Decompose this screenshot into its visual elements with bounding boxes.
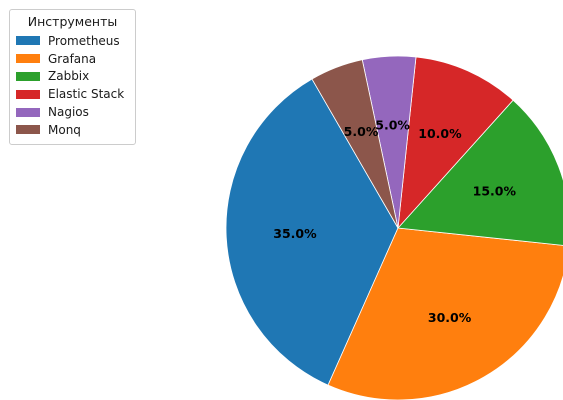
- pie-slice-monq: [311, 59, 399, 229]
- legend-swatch: [16, 107, 40, 117]
- legend-label: Nagios: [48, 105, 89, 120]
- legend-label: Monq: [48, 122, 81, 137]
- legend-item: Grafana: [16, 50, 129, 68]
- legend-label: Prometheus: [48, 33, 120, 48]
- legend-title: Инструменты: [27, 14, 118, 29]
- legend-item: Monq: [16, 121, 129, 139]
- legend-swatch: [16, 89, 40, 99]
- pie-label-elastic-stack: 10.0%: [418, 126, 462, 141]
- pie-label-nagios: 5.0%: [375, 117, 410, 132]
- pie-label-prometheus: 35.0%: [273, 226, 317, 241]
- legend-label: Elastic Stack: [48, 87, 125, 102]
- pie-label-monq: 5.0%: [344, 124, 379, 139]
- pie-slice-elastic-stack: [397, 56, 514, 230]
- pie-slice-grafana: [327, 227, 563, 400]
- pie-slice-zabbix: [397, 99, 563, 246]
- legend-item: Prometheus: [16, 32, 129, 50]
- pie-label-grafana: 30.0%: [428, 310, 472, 325]
- legend: Инструменты Prometheus Grafana Zabbix Elast…: [9, 9, 136, 145]
- legend-item: Zabbix: [16, 68, 129, 86]
- legend-item: Elastic Stack: [16, 85, 129, 103]
- legend-swatch: [16, 125, 40, 135]
- legend-item: Nagios: [16, 103, 129, 121]
- pie-label-zabbix: 15.0%: [473, 184, 517, 199]
- legend-swatch: [16, 36, 40, 46]
- legend-label: Grafana: [48, 51, 97, 66]
- legend-swatch: [16, 54, 40, 64]
- legend-swatch: [16, 71, 40, 81]
- pie-slice-prometheus: [225, 78, 399, 386]
- legend-label: Zabbix: [48, 69, 90, 84]
